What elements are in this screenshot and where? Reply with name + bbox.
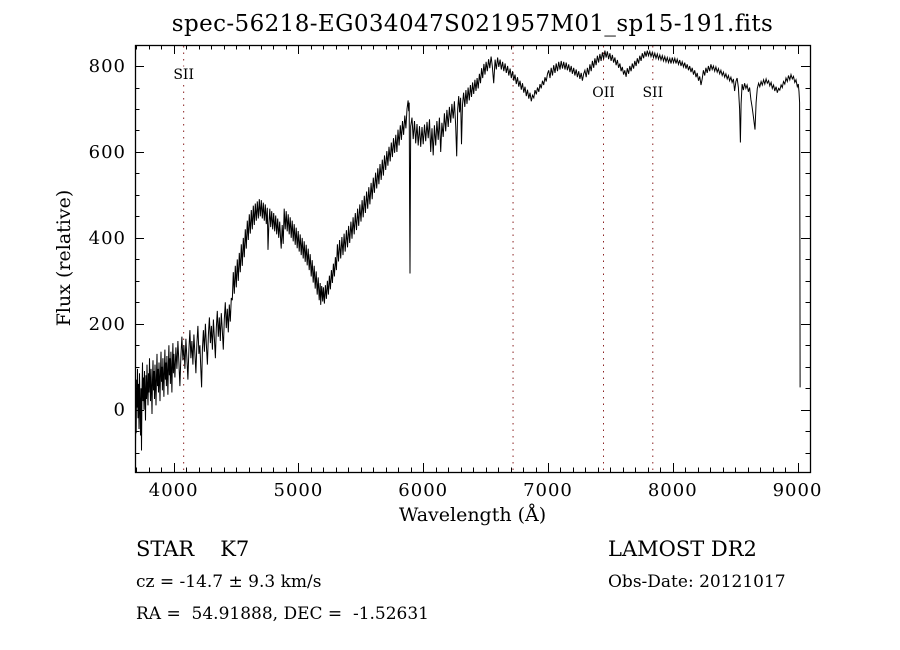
x-axis-label: Wavelength (Å) bbox=[398, 504, 547, 526]
object-class-line: STAR K7 bbox=[136, 537, 249, 561]
x-tick-label: 8000 bbox=[648, 480, 698, 501]
marker-label-sii: SII bbox=[642, 85, 663, 101]
plot-title: spec-56218-EG034047S021957M01_sp15-191.f… bbox=[171, 11, 774, 37]
tick-labels: 4000 5000 6000 7000 8000 9000 0 200 400 600 800 bbox=[89, 56, 823, 501]
plot-frame bbox=[134, 44, 812, 474]
spectrum-line bbox=[135, 49, 801, 451]
y-tick-label: 200 bbox=[89, 314, 126, 335]
x-tick-label: 9000 bbox=[773, 480, 823, 501]
object-subclass: K7 bbox=[220, 537, 250, 561]
x-tick-label: 5000 bbox=[274, 480, 324, 501]
obs-date: Obs-Date: 20121017 bbox=[608, 572, 786, 592]
marker-label-sii: SII bbox=[173, 67, 194, 83]
y-axis-label: Flux (relative) bbox=[53, 189, 75, 327]
cz-value: cz = -14.7 ± 9.3 km/s bbox=[136, 572, 322, 592]
y-tick-label: 400 bbox=[89, 228, 126, 249]
survey-label: LAMOST DR2 bbox=[608, 537, 757, 561]
ra-dec: RA = 54.91888, DEC = -1.52631 bbox=[136, 604, 430, 624]
x-tick-label: 6000 bbox=[398, 480, 448, 501]
object-class: STAR bbox=[136, 537, 195, 561]
y-tick-label: 600 bbox=[89, 142, 126, 163]
x-tick-label: 7000 bbox=[523, 480, 573, 501]
y-tick-label: 800 bbox=[89, 56, 126, 77]
x-tick-label: 4000 bbox=[149, 480, 199, 501]
marker-label-oii: OII bbox=[592, 85, 615, 101]
y-tick-label: 0 bbox=[114, 400, 126, 421]
axis-ticks bbox=[135, 45, 811, 472]
line-markers: SII OII SII bbox=[171, 46, 665, 471]
